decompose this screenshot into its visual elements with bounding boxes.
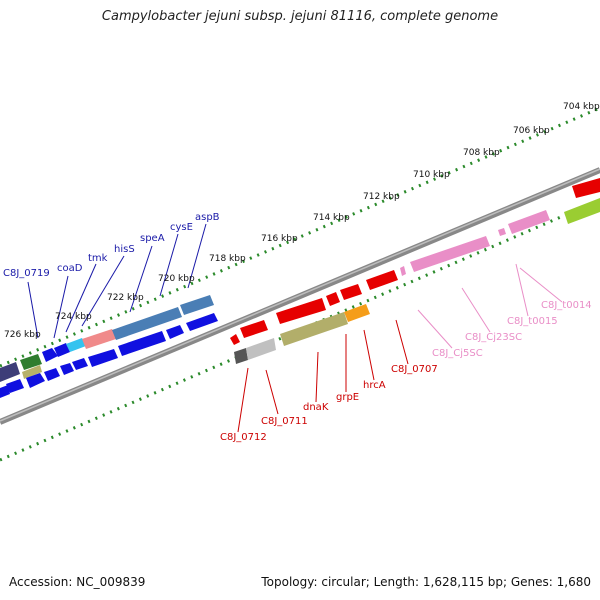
scale-label: 722 kbp bbox=[107, 293, 144, 303]
gene-label[interactable]: C8J_t0015 bbox=[507, 316, 558, 327]
bottom-pink-leaders bbox=[417, 263, 563, 349]
gene-arrow[interactable] bbox=[26, 373, 45, 388]
scale-label: 710 kbp bbox=[413, 170, 450, 180]
gene-arrow[interactable] bbox=[230, 334, 240, 345]
bottom-red-leaders bbox=[237, 319, 409, 433]
gene-label[interactable]: hisS bbox=[114, 244, 135, 255]
scale-label: 712 kbp bbox=[363, 192, 400, 202]
gene-arrow[interactable] bbox=[0, 385, 10, 398]
gene-label[interactable]: grpE bbox=[336, 392, 360, 403]
scale-label: 704 kbp bbox=[563, 102, 600, 112]
gene-label[interactable]: cysE bbox=[170, 222, 193, 233]
gene-arrow[interactable] bbox=[60, 363, 74, 375]
inner-scale-track bbox=[0, 198, 600, 462]
gene-arrow[interactable] bbox=[572, 178, 600, 198]
left-forward-genes bbox=[0, 295, 214, 382]
backbone-track bbox=[0, 167, 600, 425]
gene-arrow[interactable] bbox=[410, 236, 490, 272]
gene-arrow[interactable] bbox=[400, 266, 406, 276]
backbone-highlight bbox=[0, 168, 600, 422]
scale-label: 708 kbp bbox=[463, 148, 500, 158]
gene-block[interactable] bbox=[344, 304, 370, 322]
gene-block[interactable] bbox=[22, 365, 42, 379]
gene-arrow[interactable] bbox=[88, 349, 118, 367]
gene-arrow[interactable] bbox=[498, 228, 506, 236]
gene-block[interactable] bbox=[246, 338, 276, 360]
scale-label: 718 kbp bbox=[209, 254, 246, 264]
gene-arrow[interactable] bbox=[118, 331, 166, 356]
gene-block[interactable] bbox=[54, 343, 70, 357]
scale-label: 714 kbp bbox=[313, 213, 350, 223]
scale-label: 716 kbp bbox=[261, 234, 298, 244]
gene-block[interactable] bbox=[280, 312, 348, 346]
gene-label[interactable]: C8J_t0014 bbox=[541, 300, 592, 311]
right-genes bbox=[230, 178, 600, 364]
gene-arrow[interactable] bbox=[340, 284, 362, 300]
gene-label[interactable]: aspB bbox=[195, 212, 220, 223]
top-label-leaders bbox=[27, 223, 207, 339]
gene-label[interactable]: tmk bbox=[88, 253, 108, 264]
gene-label[interactable]: C8J_0711 bbox=[261, 416, 308, 427]
gene-arrow[interactable] bbox=[240, 320, 268, 338]
gene-arrow[interactable] bbox=[508, 210, 550, 234]
gene-arrow[interactable] bbox=[44, 368, 60, 381]
gene-block[interactable] bbox=[20, 354, 42, 370]
gene-block[interactable] bbox=[112, 307, 182, 340]
genome-title: Campylobacter jejuni subsp. jejuni 81116… bbox=[101, 9, 499, 24]
gene-label[interactable]: C8J_Cj23SC bbox=[465, 332, 523, 343]
gene-label[interactable]: C8J_0707 bbox=[391, 364, 438, 375]
gene-block[interactable] bbox=[564, 198, 600, 224]
gene-arrow[interactable] bbox=[166, 325, 184, 339]
gene-arrow[interactable] bbox=[366, 270, 398, 290]
outer-scale-track bbox=[0, 106, 600, 368]
topology-text: Topology: circular; Length: 1,628,115 bp… bbox=[261, 575, 591, 589]
gene-label[interactable]: C8J_0719 bbox=[3, 268, 50, 279]
gene-label[interactable]: dnaK bbox=[303, 402, 329, 413]
gene-label[interactable]: speA bbox=[140, 233, 165, 244]
gene-block[interactable] bbox=[234, 348, 248, 364]
gene-block[interactable] bbox=[66, 338, 86, 352]
gene-arrow[interactable] bbox=[276, 298, 326, 324]
left-reverse-genes bbox=[0, 313, 218, 398]
accession-text: Accession: NC_009839 bbox=[9, 575, 146, 589]
gene-arrow[interactable] bbox=[72, 358, 88, 370]
gene-label[interactable]: coaD bbox=[57, 263, 83, 274]
gene-label[interactable]: C8J_Cj5SC bbox=[432, 348, 483, 359]
gene-block[interactable] bbox=[42, 348, 58, 362]
gene-label[interactable]: C8J_0712 bbox=[220, 432, 267, 443]
gene-arrow[interactable] bbox=[186, 313, 218, 331]
gene-label[interactable]: hrcA bbox=[363, 380, 386, 391]
gene-block[interactable] bbox=[82, 329, 116, 349]
scale-label: 724 kbp bbox=[55, 312, 92, 322]
gene-arrow[interactable] bbox=[6, 379, 24, 393]
scale-label: 706 kbp bbox=[513, 126, 550, 136]
gene-block[interactable] bbox=[0, 362, 20, 382]
scale-label: 720 kbp bbox=[158, 274, 195, 284]
scale-label: 726 kbp bbox=[4, 330, 41, 340]
gene-block[interactable] bbox=[180, 295, 214, 315]
gene-arrow[interactable] bbox=[326, 292, 340, 306]
